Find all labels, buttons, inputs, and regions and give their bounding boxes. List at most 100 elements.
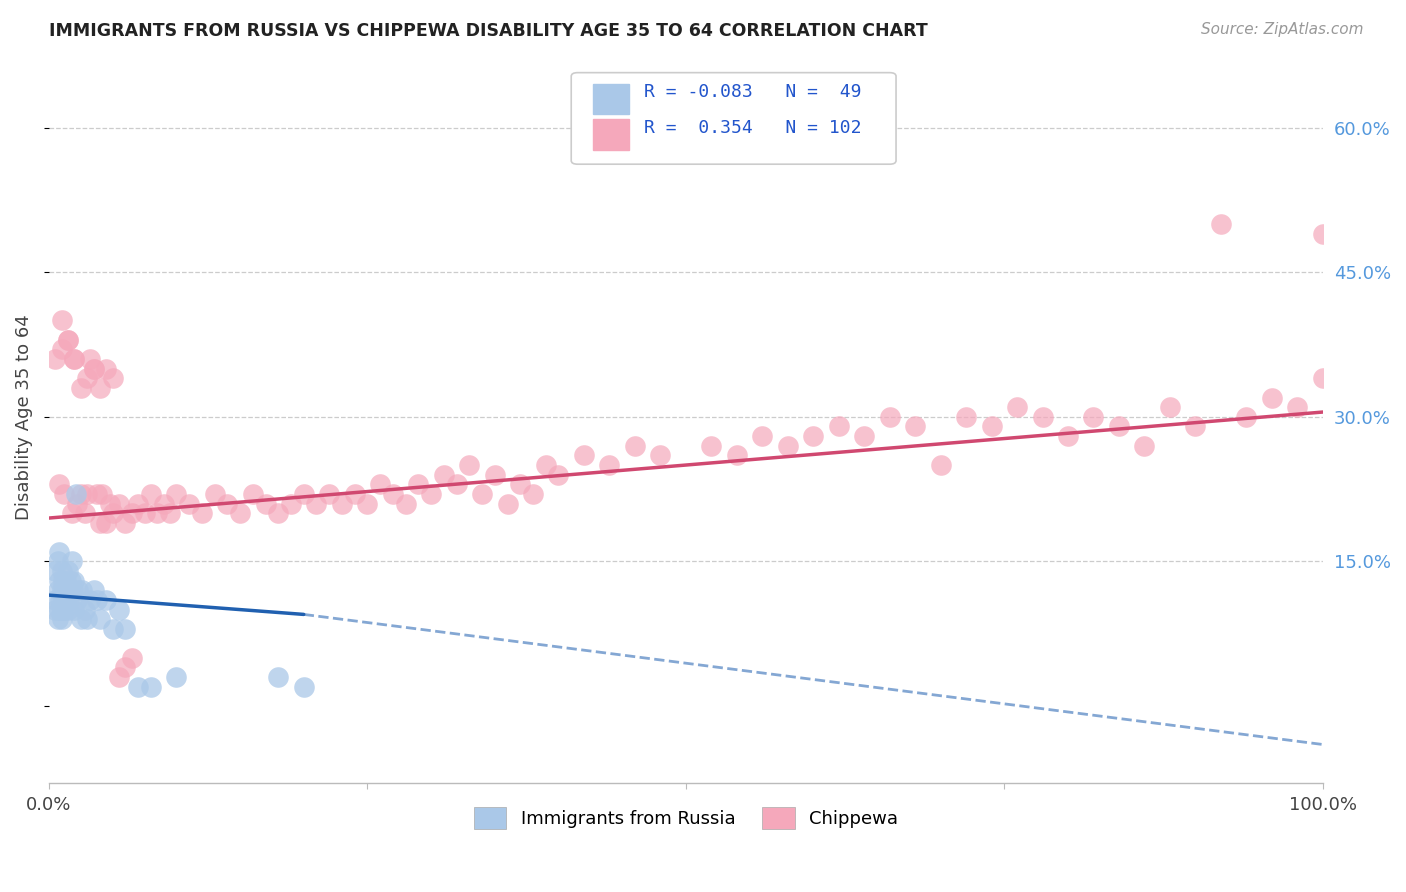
Point <box>58 593 80 607</box>
Point <box>79 593 101 607</box>
Point <box>62 583 84 598</box>
Point <box>48 574 70 588</box>
Point <box>1133 439 1156 453</box>
Point <box>51 602 73 616</box>
Point <box>76 371 98 385</box>
Point <box>177 497 200 511</box>
Point <box>318 487 340 501</box>
Text: R =  0.354   N = 102: R = 0.354 N = 102 <box>644 119 862 136</box>
Point <box>96 516 118 530</box>
Point <box>121 506 143 520</box>
Point <box>49 593 72 607</box>
Point <box>534 458 557 472</box>
Point <box>55 574 77 588</box>
Point <box>121 650 143 665</box>
Point <box>83 583 105 598</box>
Point <box>63 352 86 367</box>
Bar <box>593 84 628 114</box>
Point <box>101 371 124 385</box>
Point <box>547 467 569 482</box>
Point <box>89 381 111 395</box>
Point <box>55 593 77 607</box>
Y-axis label: Disability Age 35 to 64: Disability Age 35 to 64 <box>15 314 32 520</box>
Point <box>1312 371 1334 385</box>
Point <box>165 670 187 684</box>
Point <box>56 602 79 616</box>
FancyBboxPatch shape <box>571 72 896 164</box>
Point <box>114 516 136 530</box>
Point <box>44 564 66 578</box>
Point <box>267 670 290 684</box>
Point <box>650 449 672 463</box>
Point <box>572 449 595 463</box>
Point <box>52 574 75 588</box>
Point <box>48 602 70 616</box>
Point <box>60 554 83 568</box>
Point <box>1312 227 1334 241</box>
Point <box>1057 429 1080 443</box>
Point <box>139 680 162 694</box>
Point <box>598 458 620 472</box>
Point <box>159 506 181 520</box>
Legend: Immigrants from Russia, Chippewa: Immigrants from Russia, Chippewa <box>467 800 905 837</box>
Point <box>51 612 73 626</box>
Point <box>368 477 391 491</box>
Point <box>73 506 96 520</box>
Point <box>73 602 96 616</box>
Point <box>108 602 131 616</box>
Point <box>152 497 174 511</box>
Point <box>1083 409 1105 424</box>
Bar <box>593 119 628 150</box>
Point <box>51 313 73 327</box>
Point <box>114 660 136 674</box>
Point <box>267 506 290 520</box>
Point <box>1286 401 1309 415</box>
Point <box>108 497 131 511</box>
Point <box>242 487 264 501</box>
Point <box>458 458 481 472</box>
Point <box>44 352 66 367</box>
Point <box>70 583 93 598</box>
Point <box>76 487 98 501</box>
Text: R = -0.083   N =  49: R = -0.083 N = 49 <box>644 84 862 102</box>
Point <box>853 429 876 443</box>
Point <box>59 574 82 588</box>
Point <box>79 352 101 367</box>
Point <box>1005 401 1028 415</box>
Point <box>292 487 315 501</box>
Point <box>471 487 494 501</box>
Point <box>254 497 277 511</box>
Point <box>56 583 79 598</box>
Point <box>83 361 105 376</box>
Point <box>828 419 851 434</box>
Point <box>1209 217 1232 231</box>
Point <box>96 361 118 376</box>
Point <box>89 612 111 626</box>
Point <box>69 612 91 626</box>
Point <box>330 497 353 511</box>
Point <box>127 680 149 694</box>
Point <box>76 612 98 626</box>
Point <box>44 593 66 607</box>
Point <box>904 419 927 434</box>
Point <box>420 487 443 501</box>
Point <box>101 506 124 520</box>
Point <box>44 602 66 616</box>
Point <box>56 564 79 578</box>
Point <box>53 583 76 598</box>
Point <box>955 409 977 424</box>
Point <box>96 593 118 607</box>
Point <box>127 497 149 511</box>
Point <box>63 574 86 588</box>
Point <box>114 622 136 636</box>
Point <box>108 670 131 684</box>
Point <box>305 497 328 511</box>
Point <box>675 111 697 125</box>
Text: Source: ZipAtlas.com: Source: ZipAtlas.com <box>1201 22 1364 37</box>
Point <box>700 439 723 453</box>
Point <box>801 429 824 443</box>
Point <box>65 487 87 501</box>
Point <box>63 602 86 616</box>
Point <box>624 439 647 453</box>
Point <box>1234 409 1257 424</box>
